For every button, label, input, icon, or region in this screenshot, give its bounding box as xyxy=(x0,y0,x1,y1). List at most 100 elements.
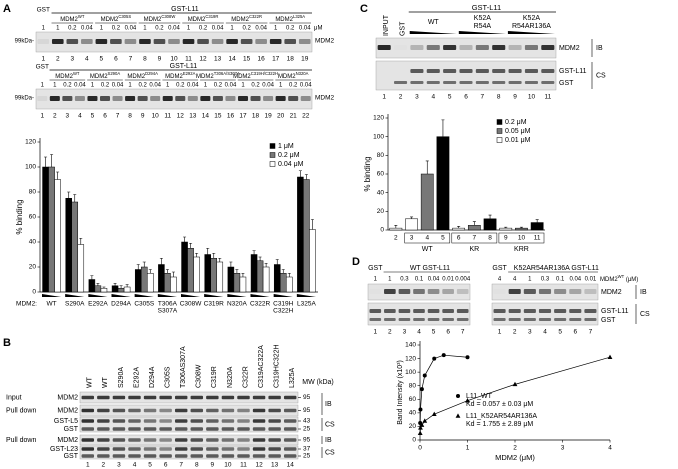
label: 19 xyxy=(301,56,309,63)
label: INPUT xyxy=(383,14,390,36)
gel-band xyxy=(237,427,250,431)
bar xyxy=(100,288,108,293)
label: 0.2 xyxy=(251,83,260,89)
gel-band xyxy=(541,45,555,50)
label: 20 xyxy=(277,113,285,120)
label-part: WT xyxy=(78,14,85,19)
label: 7 xyxy=(461,329,465,336)
gel-band xyxy=(143,408,157,413)
label-part: MDM2 xyxy=(144,17,162,23)
gel-band xyxy=(143,395,157,400)
bar xyxy=(181,241,188,293)
x-tick-label: 9 xyxy=(504,235,508,242)
label: 0.04 xyxy=(187,83,199,89)
bar xyxy=(303,179,310,293)
gel-band xyxy=(212,96,223,101)
label: 9 xyxy=(158,56,162,63)
label: 10 xyxy=(528,94,536,101)
label: 1 xyxy=(187,26,191,32)
label: 1 xyxy=(528,277,532,283)
error-bar xyxy=(165,269,169,274)
legend-label: L11_K52AR54AR136A xyxy=(466,413,537,420)
gel-band xyxy=(284,39,297,44)
label: T306AS307A xyxy=(180,346,187,388)
label: GST xyxy=(492,265,507,272)
label: GST-L11 xyxy=(170,63,198,70)
concentration-ramp xyxy=(42,294,62,297)
label: 0.01 xyxy=(585,277,597,283)
y-tick-label: 100 xyxy=(405,369,416,376)
error-bar xyxy=(298,170,302,177)
gel-band xyxy=(252,419,266,423)
gel-band xyxy=(538,289,552,294)
x-tick-label: S307A xyxy=(158,308,178,315)
legend-label: 1 μM xyxy=(278,143,294,150)
y-tick-label: 100 xyxy=(25,164,36,171)
label: GST-L11 xyxy=(559,68,587,75)
gel-band xyxy=(237,395,250,400)
legend-swatch xyxy=(269,143,276,149)
gel-band xyxy=(174,395,188,400)
gel-band xyxy=(206,419,219,423)
label: MDM2 xyxy=(57,394,78,401)
gel-band xyxy=(206,454,219,458)
x-tick-label: E292A xyxy=(88,301,108,308)
label: 0.2 xyxy=(138,83,147,89)
label: 0.2 xyxy=(214,83,223,89)
gel-band xyxy=(174,447,188,451)
gel-band xyxy=(143,427,157,431)
bar xyxy=(123,286,131,293)
gel-band xyxy=(174,438,188,442)
label: 99kDa- xyxy=(15,96,34,102)
x-tick-label: D294A xyxy=(111,301,132,308)
label-part: MDM2 xyxy=(231,17,249,23)
error-bar xyxy=(535,219,539,223)
label: 5 xyxy=(448,94,452,101)
label: 0.04 xyxy=(255,26,267,32)
gel-band xyxy=(174,454,188,458)
label: 0.01 xyxy=(442,277,454,283)
error-bar xyxy=(79,237,83,245)
label-part: MDM2 xyxy=(165,74,183,80)
label: 0.2 xyxy=(68,26,77,32)
x-axis-label: MDM2 (μM) xyxy=(495,453,535,462)
bar xyxy=(147,273,154,293)
legend-note: Kd = 0.057 ± 0.03 μM xyxy=(466,401,533,408)
bar xyxy=(515,227,528,231)
label: 1 xyxy=(41,56,45,63)
x-tick-label: C322H xyxy=(273,308,294,315)
gel-band xyxy=(554,289,567,294)
y-tick-label: 0 xyxy=(380,227,384,234)
gel-band xyxy=(283,408,297,413)
gel-band xyxy=(252,427,266,431)
gel-band xyxy=(493,289,506,294)
gel-band xyxy=(97,419,110,423)
sample-label: MDM2L325A xyxy=(275,14,305,23)
label: GST xyxy=(559,80,574,87)
label: 0.04 xyxy=(112,83,124,89)
bar xyxy=(530,222,544,231)
label-part: (μM) xyxy=(624,277,638,283)
label: 10 xyxy=(170,56,178,63)
x-tick-label: 4 xyxy=(425,235,429,242)
gel-band xyxy=(237,408,250,413)
label-part: MDM2 xyxy=(127,74,145,80)
gel-band xyxy=(523,289,536,294)
label: L325A xyxy=(289,367,296,388)
label-part: L325A xyxy=(293,14,305,19)
label: S290A xyxy=(118,367,125,388)
bar xyxy=(111,285,119,293)
y-tick-label: 20 xyxy=(409,423,417,430)
error-bar xyxy=(235,269,239,274)
label: 1 xyxy=(388,277,392,283)
error-bar xyxy=(488,214,492,219)
error-bar xyxy=(119,285,123,289)
label: CS xyxy=(325,421,335,428)
gel-band xyxy=(174,427,188,431)
error-bar xyxy=(183,236,187,242)
concentration-ramp xyxy=(458,31,506,34)
label: 15 xyxy=(214,113,222,120)
error-bar xyxy=(410,216,414,219)
gel-band xyxy=(541,81,555,84)
label: 0.04 xyxy=(168,26,180,32)
